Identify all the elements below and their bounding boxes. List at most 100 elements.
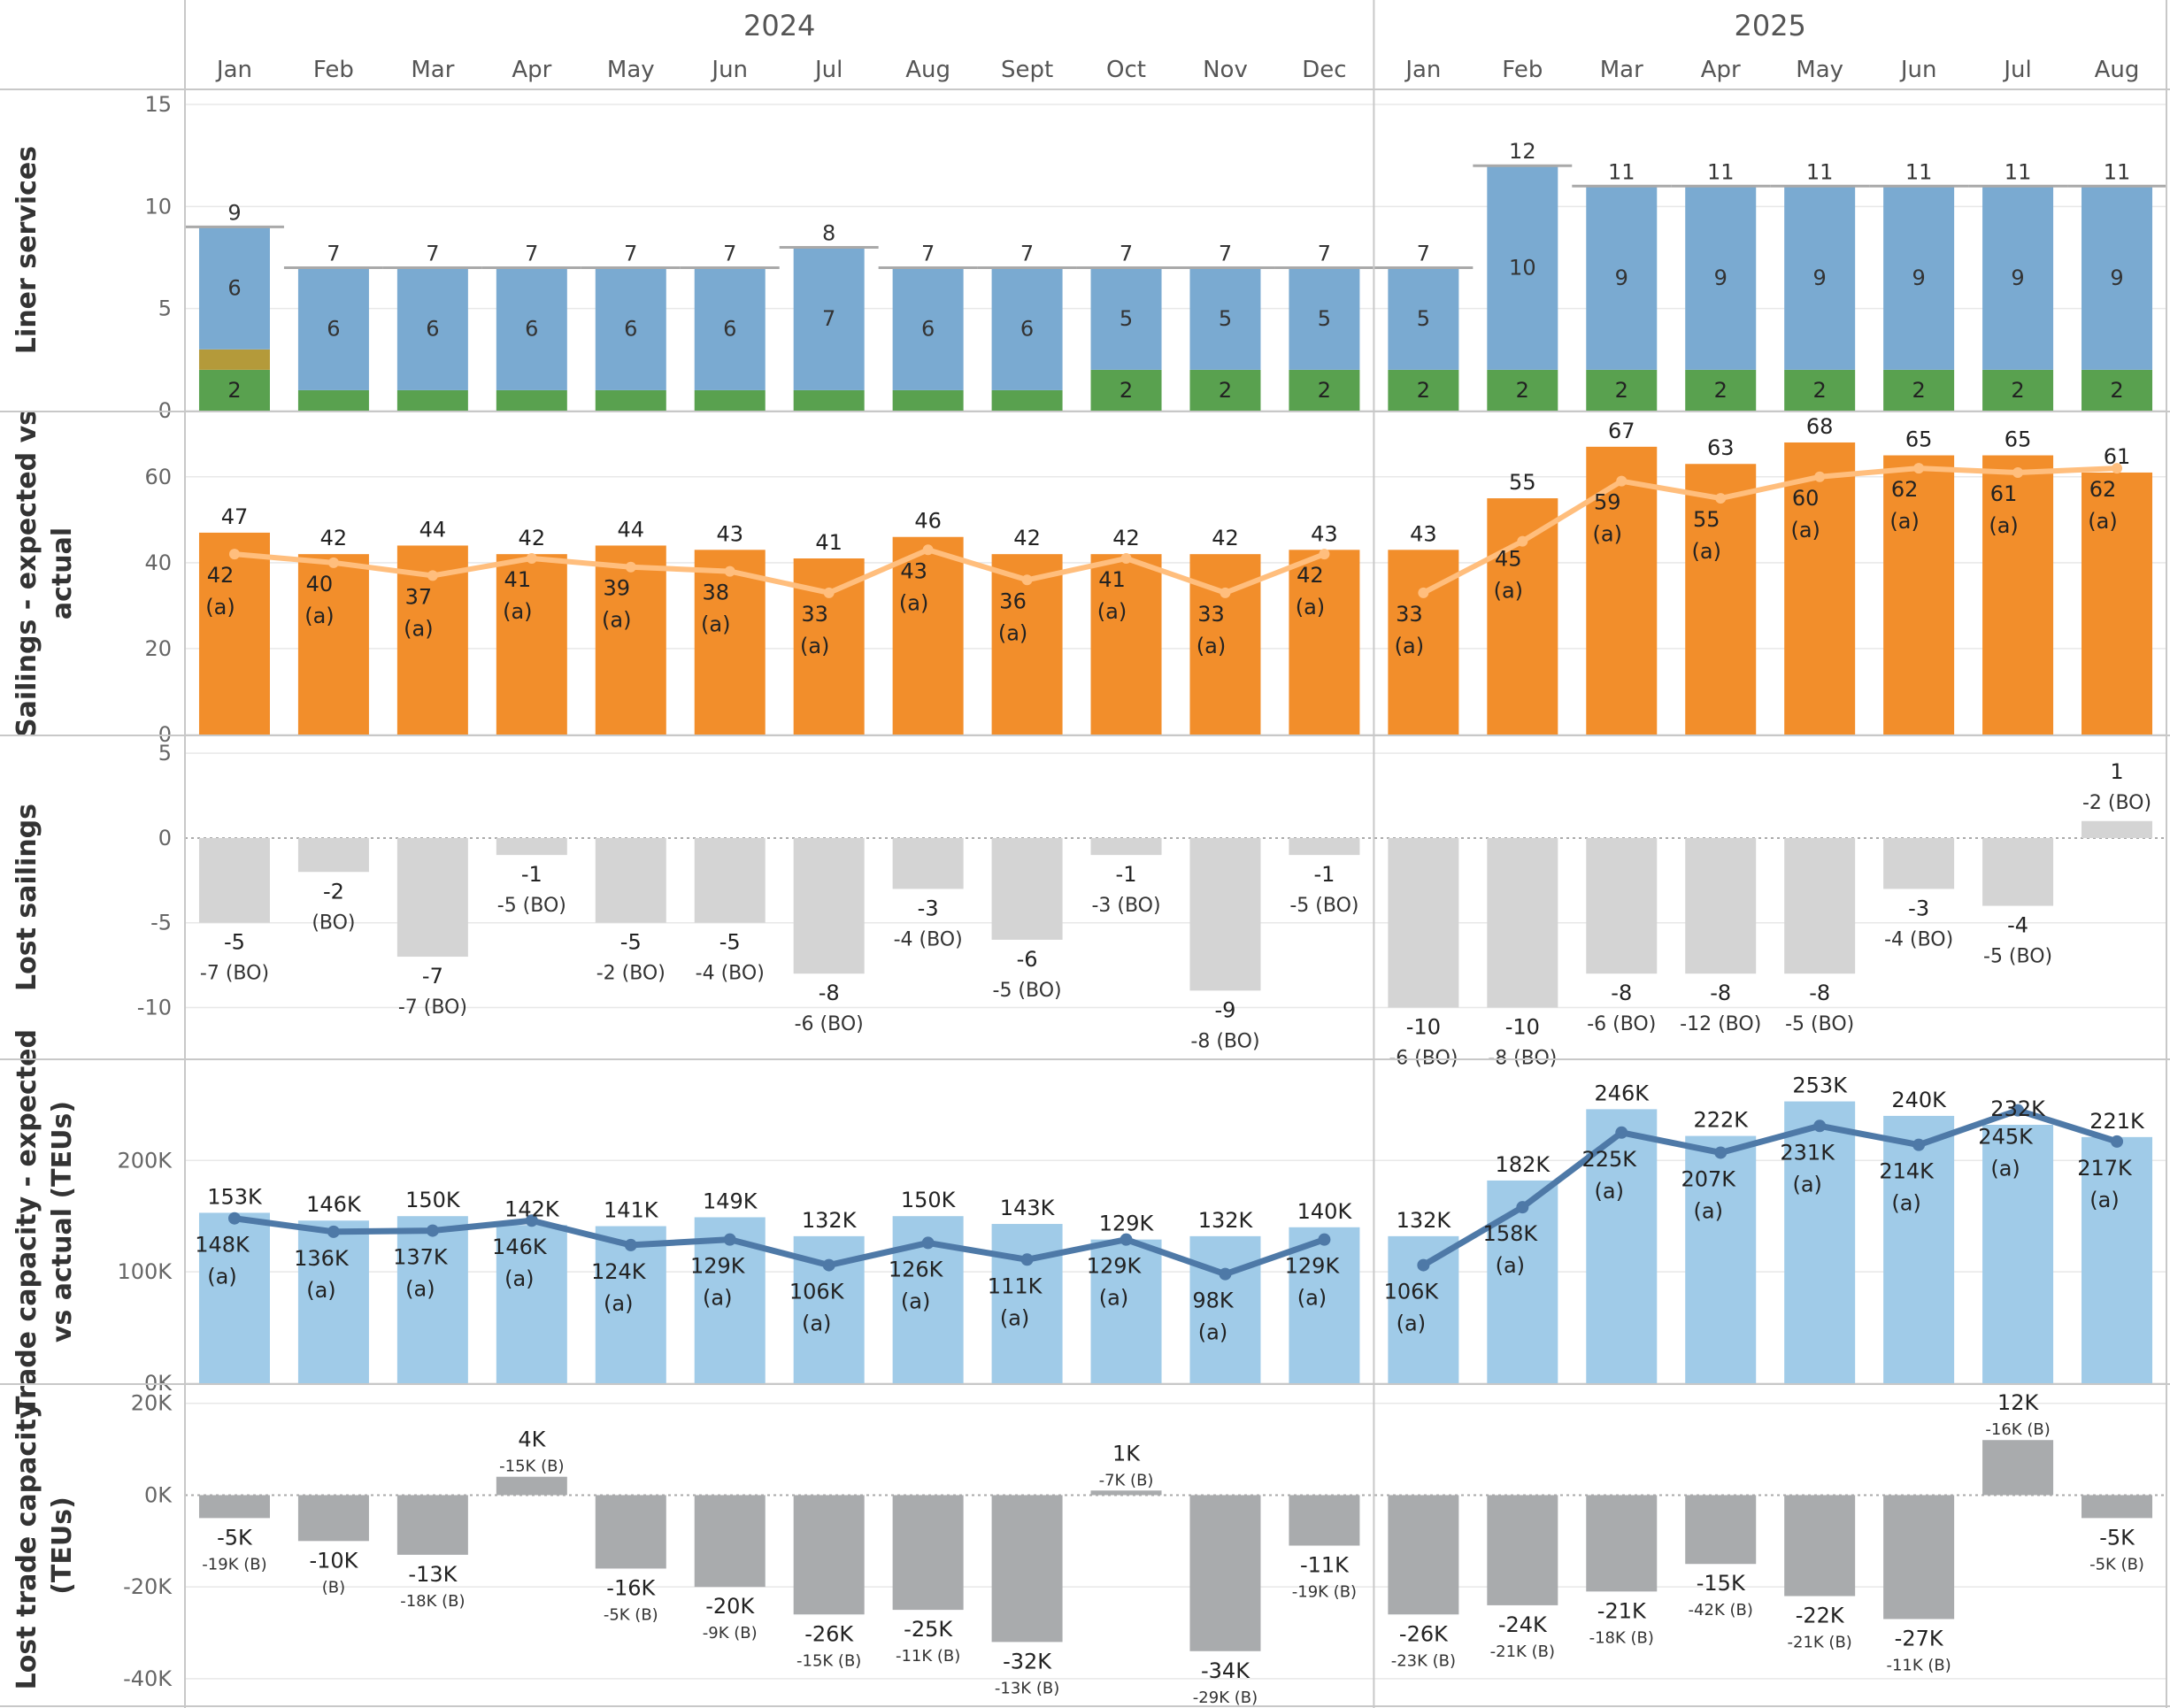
liner-total-label-0: 9 bbox=[227, 200, 241, 225]
capacity-actual-line-0 bbox=[234, 1215, 1326, 1278]
sailings-expected-label-6: 41 bbox=[815, 530, 843, 555]
liner-blue-bar-8 bbox=[991, 267, 1063, 390]
liner-blue-bar-15 bbox=[1685, 186, 1757, 370]
lost-capacity-bar-13 bbox=[1487, 1495, 1558, 1605]
capacity-expected-label-19: 221K bbox=[2089, 1109, 2145, 1134]
capacity-actual-label-14: 225K bbox=[1582, 1147, 1638, 1172]
lost-sailings-bar-19 bbox=[2082, 820, 2153, 838]
liner-green-bar-13 bbox=[1487, 369, 1558, 411]
month-label-12: Jan bbox=[1404, 57, 1441, 83]
capacity-actual-point-2 bbox=[426, 1224, 439, 1237]
liner-blue-bar-9 bbox=[1090, 267, 1162, 370]
month-label-3: Apr bbox=[512, 57, 551, 83]
liner-total-label-17: 11 bbox=[1905, 159, 1933, 184]
panel-title-trade-capacity-line-1: vs actual (TEUs) bbox=[47, 1101, 78, 1343]
lost-sailings-sublabel-19: -2 (BO) bbox=[2082, 792, 2151, 814]
sailings-actual-point-17 bbox=[1913, 463, 1925, 474]
lost-sailings-sublabel-14: -6 (BO) bbox=[1587, 1013, 1656, 1035]
lost-capacity-label-5: -20K bbox=[705, 1594, 755, 1619]
capacity-bar-14 bbox=[1586, 1109, 1658, 1383]
sailings-bar-19 bbox=[2082, 472, 2153, 735]
lost-capacity-label-6: -26K bbox=[804, 1621, 854, 1646]
capacity-expected-label-3: 142K bbox=[504, 1196, 560, 1221]
liner-blue-label-15: 9 bbox=[1714, 265, 1728, 290]
sailings-bar-5 bbox=[694, 550, 766, 735]
capacity-actual-suffix-13: (a) bbox=[1496, 1253, 1525, 1278]
capacity-bar-11 bbox=[1289, 1227, 1360, 1383]
capacity-actual-suffix-5: (a) bbox=[703, 1286, 732, 1311]
liner-green-bar-12 bbox=[1388, 369, 1459, 411]
sailings-expected-label-9: 42 bbox=[1112, 526, 1140, 550]
month-label-9: Oct bbox=[1106, 57, 1146, 83]
sailings-actual-point-1 bbox=[327, 557, 339, 568]
sailings-actual-point-7 bbox=[922, 544, 934, 556]
capacity-actual-point-8 bbox=[1020, 1253, 1034, 1266]
liner-green-bar-14 bbox=[1586, 369, 1658, 411]
capacity-actual-suffix-12: (a) bbox=[1397, 1312, 1426, 1336]
sailings-actual-point-5 bbox=[724, 565, 735, 577]
lost-sailings-sublabel-16: -5 (BO) bbox=[1785, 1013, 1854, 1035]
lost-sailings-bar-5 bbox=[694, 837, 766, 923]
liner-ytick-3: 15 bbox=[144, 92, 172, 117]
sailings-actual-point-16 bbox=[1814, 471, 1826, 482]
liner-green-label-12: 2 bbox=[1417, 378, 1430, 403]
month-label-19: Aug bbox=[2095, 57, 2140, 83]
sailings-bar-13 bbox=[1487, 498, 1558, 735]
capacity-bar-15 bbox=[1685, 1135, 1757, 1383]
capacity-actual-point-19 bbox=[2111, 1135, 2124, 1148]
capacity-actual-label-16: 231K bbox=[1780, 1140, 1835, 1165]
lost-sailings-sublabel-7: -4 (BO) bbox=[894, 928, 963, 950]
lost-capacity-sublabel-19: -5K (B) bbox=[2089, 1555, 2144, 1573]
liner-blue-bar-3 bbox=[496, 267, 567, 390]
month-label-8: Sept bbox=[1001, 57, 1053, 83]
sailings-expected-label-4: 44 bbox=[618, 517, 645, 542]
sailings-bar-18 bbox=[1982, 455, 2054, 735]
capacity-actual-label-1: 136K bbox=[294, 1246, 350, 1271]
capacity-actual-suffix-19: (a) bbox=[2089, 1188, 2119, 1212]
lost-sailings-sublabel-8: -5 (BO) bbox=[993, 980, 1062, 1002]
capacity-actual-point-7 bbox=[921, 1236, 935, 1250]
capacity-expected-label-9: 129K bbox=[1099, 1212, 1155, 1236]
capacity-actual-point-10 bbox=[1219, 1267, 1232, 1281]
liner-total-label-19: 11 bbox=[2104, 159, 2131, 184]
liner-blue-bar-13 bbox=[1487, 165, 1558, 370]
sailings-ytick-2: 40 bbox=[144, 550, 172, 575]
lost-capacity-bar-18 bbox=[1982, 1440, 2054, 1496]
liner-green-bar-3 bbox=[496, 389, 567, 411]
capacity-actual-point-13 bbox=[1516, 1201, 1529, 1214]
sailings-bar-11 bbox=[1289, 550, 1360, 735]
liner-green-bar-18 bbox=[1982, 369, 2054, 411]
lost-capacity-bar-9 bbox=[1090, 1490, 1162, 1496]
lost-sailings-sublabel-11: -5 (BO) bbox=[1289, 895, 1358, 917]
sailings-actual-suffix-17: (a) bbox=[1889, 509, 1919, 534]
liner-blue-label-5: 6 bbox=[723, 317, 736, 342]
liner-total-label-10: 7 bbox=[1219, 242, 1232, 266]
sailings-actual-suffix-4: (a) bbox=[602, 608, 631, 633]
lines-layer bbox=[185, 164, 2166, 1281]
liner-green-bar-15 bbox=[1685, 369, 1757, 411]
lost-capacity-sublabel-10: -29K (B) bbox=[1193, 1689, 1258, 1707]
capacity-bar-8 bbox=[991, 1224, 1063, 1383]
liner-green-label-10: 2 bbox=[1219, 378, 1232, 403]
liner-green-label-17: 2 bbox=[1912, 378, 1925, 403]
liner-gold-bar-0 bbox=[198, 349, 270, 370]
sailings-expected-label-7: 46 bbox=[914, 509, 942, 534]
liner-green-label-13: 2 bbox=[1516, 378, 1529, 403]
liner-total-label-11: 7 bbox=[1318, 242, 1331, 266]
capacity-actual-suffix-3: (a) bbox=[504, 1266, 534, 1291]
lost-sailings-label-11: -1 bbox=[1313, 862, 1335, 887]
lost-capacity-sublabel-11: -19K (B) bbox=[1292, 1583, 1357, 1602]
liner-blue-label-4: 6 bbox=[624, 317, 637, 342]
lost-capacity-sublabel-3: -15K (B) bbox=[499, 1458, 564, 1476]
sailings-actual-point-4 bbox=[625, 561, 636, 573]
capacity-actual-label-8: 111K bbox=[988, 1273, 1043, 1298]
lost-capacity-sublabel-12: -23K (B) bbox=[1391, 1651, 1456, 1670]
sailings-actual-label-11: 42 bbox=[1297, 563, 1324, 588]
lost-capacity-sublabel-7: -11K (B) bbox=[896, 1647, 960, 1666]
sailings-actual-label-17: 62 bbox=[1891, 477, 1919, 502]
capacity-ytick-2: 200K bbox=[117, 1148, 173, 1173]
sailings-actual-point-13 bbox=[1517, 535, 1528, 547]
sailings-actual-point-0 bbox=[228, 549, 240, 560]
lost-sailings-bar-10 bbox=[1189, 837, 1261, 991]
capacity-bar-4 bbox=[595, 1226, 666, 1383]
